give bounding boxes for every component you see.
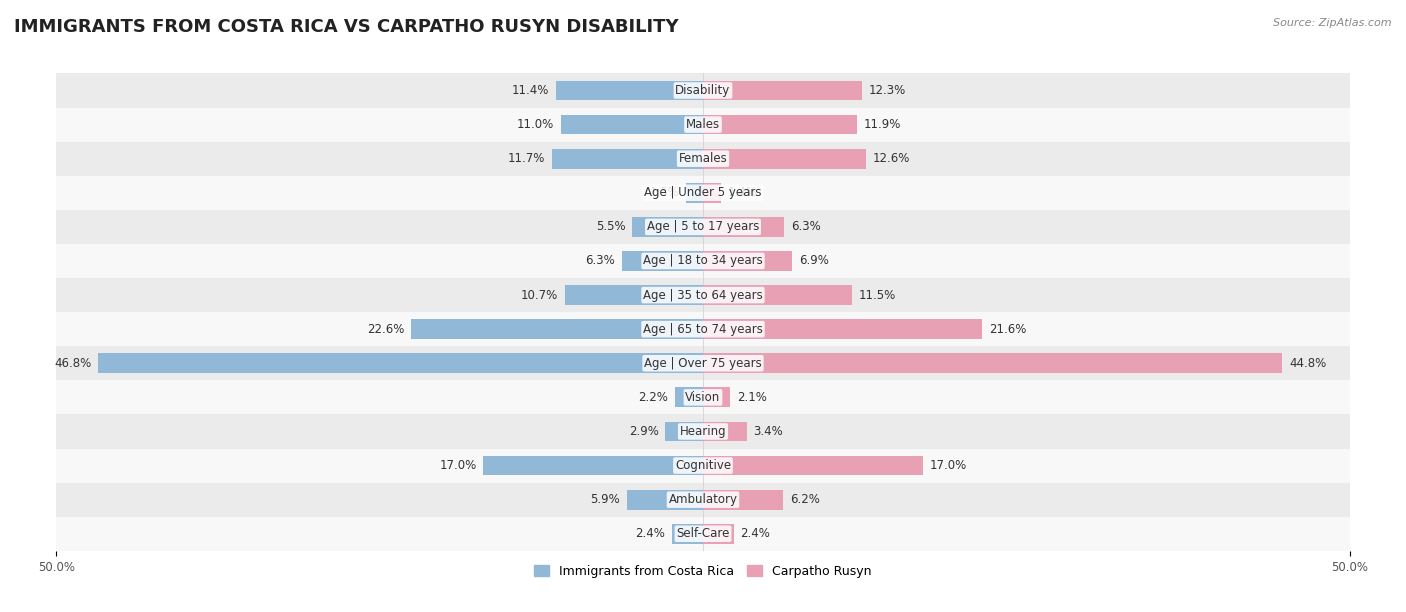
Text: 2.4%: 2.4% [741, 528, 770, 540]
Text: 6.3%: 6.3% [792, 220, 821, 233]
Bar [703, 183, 721, 203]
Bar [703, 81, 862, 100]
Text: Age | 5 to 17 years: Age | 5 to 17 years [647, 220, 759, 233]
Bar [672, 524, 703, 543]
Bar [703, 387, 730, 407]
Bar [56, 346, 1350, 380]
Text: 6.9%: 6.9% [799, 255, 828, 267]
Text: 44.8%: 44.8% [1289, 357, 1326, 370]
Text: 2.1%: 2.1% [737, 391, 766, 404]
Text: Vision: Vision [685, 391, 721, 404]
Text: 11.7%: 11.7% [508, 152, 546, 165]
Text: Males: Males [686, 118, 720, 131]
Bar [555, 81, 703, 100]
Bar [484, 456, 703, 476]
Text: 10.7%: 10.7% [520, 289, 558, 302]
Text: Self-Care: Self-Care [676, 528, 730, 540]
Text: 11.9%: 11.9% [863, 118, 901, 131]
Text: Age | Under 5 years: Age | Under 5 years [644, 186, 762, 200]
Text: 1.3%: 1.3% [650, 186, 679, 200]
Bar [703, 422, 747, 441]
Bar [565, 285, 703, 305]
Bar [703, 251, 792, 271]
Text: 12.6%: 12.6% [873, 152, 910, 165]
Text: 1.4%: 1.4% [727, 186, 758, 200]
Bar [621, 251, 703, 271]
Text: 11.5%: 11.5% [858, 289, 896, 302]
Bar [703, 490, 783, 510]
Bar [703, 217, 785, 237]
Bar [56, 312, 1350, 346]
Bar [56, 176, 1350, 210]
Bar [56, 380, 1350, 414]
Text: 12.3%: 12.3% [869, 84, 905, 97]
Bar [627, 490, 703, 510]
Text: Disability: Disability [675, 84, 731, 97]
Bar [56, 108, 1350, 141]
Text: 17.0%: 17.0% [929, 459, 966, 472]
Text: 22.6%: 22.6% [367, 323, 404, 335]
Bar [665, 422, 703, 441]
Bar [686, 183, 703, 203]
Bar [56, 210, 1350, 244]
Text: Age | 35 to 64 years: Age | 35 to 64 years [643, 289, 763, 302]
Bar [561, 114, 703, 135]
Text: 2.9%: 2.9% [628, 425, 659, 438]
Bar [703, 149, 866, 168]
Bar [675, 387, 703, 407]
Bar [703, 524, 734, 543]
Text: 5.5%: 5.5% [596, 220, 626, 233]
Bar [56, 141, 1350, 176]
Bar [56, 73, 1350, 108]
Bar [703, 285, 852, 305]
Bar [97, 353, 703, 373]
Text: 2.2%: 2.2% [638, 391, 668, 404]
Bar [703, 114, 856, 135]
Text: IMMIGRANTS FROM COSTA RICA VS CARPATHO RUSYN DISABILITY: IMMIGRANTS FROM COSTA RICA VS CARPATHO R… [14, 18, 679, 36]
Text: 46.8%: 46.8% [53, 357, 91, 370]
Text: 11.0%: 11.0% [517, 118, 554, 131]
Text: 3.4%: 3.4% [754, 425, 783, 438]
Bar [411, 319, 703, 339]
Bar [631, 217, 703, 237]
Bar [703, 319, 983, 339]
Bar [56, 244, 1350, 278]
Text: Age | 18 to 34 years: Age | 18 to 34 years [643, 255, 763, 267]
Text: Females: Females [679, 152, 727, 165]
Text: Source: ZipAtlas.com: Source: ZipAtlas.com [1274, 18, 1392, 28]
Text: Hearing: Hearing [679, 425, 727, 438]
Text: 6.2%: 6.2% [790, 493, 820, 506]
Bar [56, 483, 1350, 517]
Bar [703, 353, 1282, 373]
Legend: Immigrants from Costa Rica, Carpatho Rusyn: Immigrants from Costa Rica, Carpatho Rus… [530, 560, 876, 583]
Text: Age | Over 75 years: Age | Over 75 years [644, 357, 762, 370]
Text: Age | 65 to 74 years: Age | 65 to 74 years [643, 323, 763, 335]
Text: 2.4%: 2.4% [636, 528, 665, 540]
Text: 5.9%: 5.9% [591, 493, 620, 506]
Bar [56, 414, 1350, 449]
Text: 6.3%: 6.3% [585, 255, 614, 267]
Text: Cognitive: Cognitive [675, 459, 731, 472]
Bar [56, 449, 1350, 483]
Bar [56, 278, 1350, 312]
Text: 11.4%: 11.4% [512, 84, 550, 97]
Bar [703, 456, 922, 476]
Text: 17.0%: 17.0% [440, 459, 477, 472]
Text: 21.6%: 21.6% [988, 323, 1026, 335]
Text: Ambulatory: Ambulatory [668, 493, 738, 506]
Bar [551, 149, 703, 168]
Bar [56, 517, 1350, 551]
